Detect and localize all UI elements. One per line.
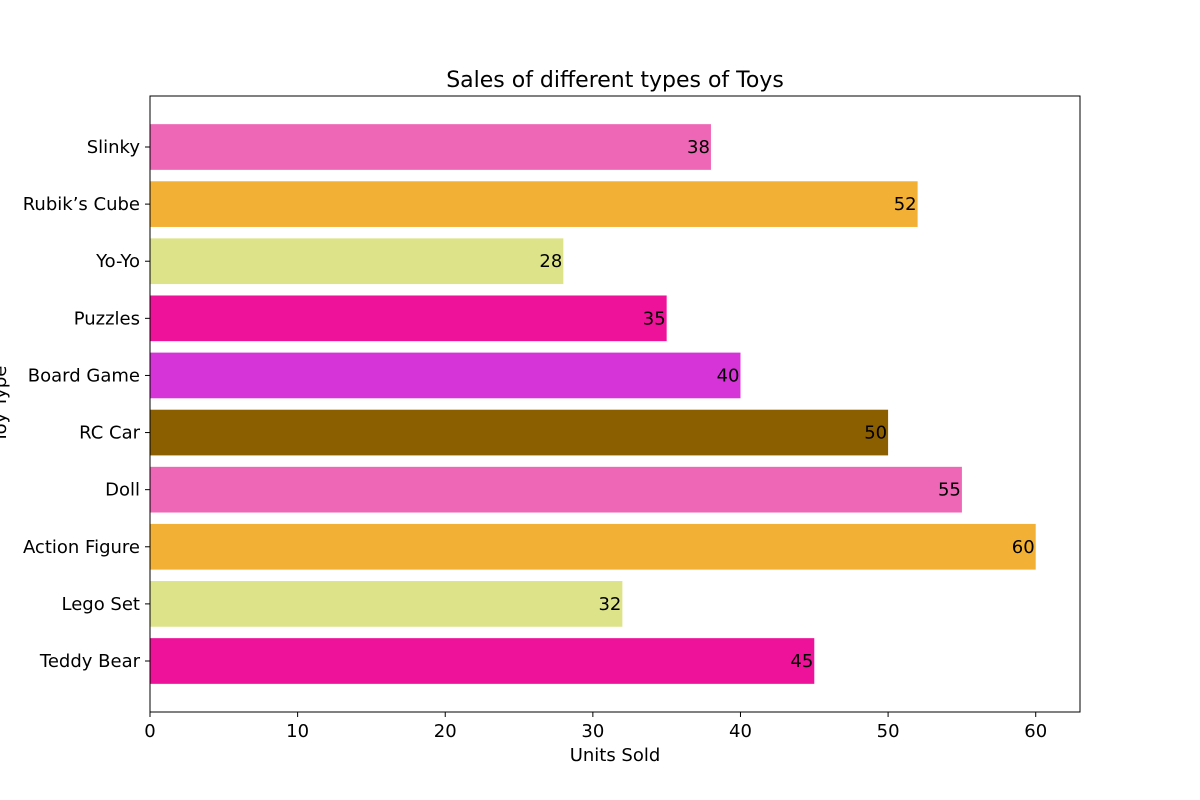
bar-doll	[150, 466, 962, 513]
bar-teddy-bear	[150, 638, 815, 684]
bar-puzzles	[150, 295, 667, 342]
y-tick-label: Doll	[105, 480, 140, 501]
bar-value-label: 38	[687, 137, 710, 158]
x-axis-label: Units Sold	[570, 745, 661, 766]
bar-slinky	[150, 124, 711, 170]
bar-value-label: 35	[643, 308, 666, 329]
bar-value-label: 50	[864, 423, 887, 444]
bar-value-label: 32	[598, 594, 621, 615]
y-tick-label: Puzzles	[74, 308, 140, 329]
x-tick-label: 0	[144, 721, 155, 742]
x-axis: 0 10 20 30 40 50 60	[144, 712, 1047, 742]
x-tick-label: 20	[434, 721, 457, 742]
x-tick-label: 30	[581, 721, 604, 742]
y-tick-label: Action Figure	[23, 537, 140, 558]
bars	[150, 124, 1036, 684]
x-tick-label: 60	[1024, 721, 1047, 742]
bar-action-figure	[150, 523, 1036, 570]
bar-lego-set	[150, 581, 623, 627]
bar-rubik-s-cube	[150, 181, 918, 227]
bar-board-game	[150, 352, 741, 399]
bar-value-label: 55	[938, 480, 961, 501]
y-tick-label: Lego Set	[61, 594, 140, 615]
bar-value-label: 52	[894, 194, 917, 215]
y-tick-label: Board Game	[28, 365, 140, 386]
y-tick-label: Teddy Bear	[39, 651, 141, 672]
x-tick-label: 50	[877, 721, 900, 742]
bar-value-label: 40	[717, 365, 740, 386]
y-tick-label: Yo-Yo	[95, 251, 140, 272]
bar-value-label: 45	[790, 651, 813, 672]
bar-value-label: 28	[539, 251, 562, 272]
bar-value-label: 60	[1012, 537, 1035, 558]
y-axis-label: Toy Type	[0, 366, 11, 444]
bar-rc-car	[150, 409, 889, 456]
x-tick-label: 40	[729, 721, 752, 742]
y-tick-label: Rubik’s Cube	[23, 194, 140, 215]
bar-yo-yo	[150, 238, 564, 285]
y-tick-label: Slinky	[87, 137, 141, 158]
y-axis: Teddy Bear Lego Set Action Figure Doll RC Ca…	[23, 137, 150, 672]
x-tick-label: 10	[286, 721, 309, 742]
plot-frame	[149, 95, 1081, 713]
bar-labels: 45 32 60 55 50 40 35 28 52 38	[539, 137, 1034, 672]
chart-title: Sales of different types of Toys	[446, 68, 784, 93]
y-tick-label: RC Car	[79, 423, 140, 444]
